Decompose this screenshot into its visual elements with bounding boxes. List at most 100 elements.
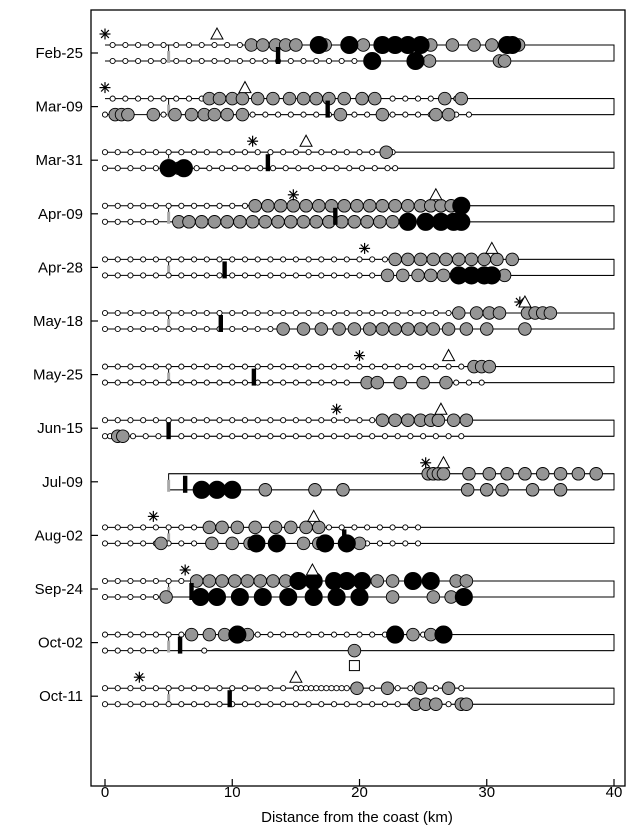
upper-white-point	[254, 631, 261, 638]
gray-marker	[167, 319, 171, 331]
upper-white-point	[127, 309, 134, 317]
upper-white-point	[165, 256, 172, 263]
lower-gray-point	[495, 483, 509, 497]
upper-gray-point	[228, 574, 242, 588]
upper-white-point	[152, 685, 159, 692]
upper-white-point	[178, 524, 185, 531]
lower-white-point	[219, 165, 226, 172]
black-marker	[333, 207, 338, 225]
lower-white-point	[216, 433, 223, 440]
upper-gray-point	[401, 413, 415, 427]
lower-white-point	[300, 57, 307, 65]
lower-gray-point	[159, 590, 173, 604]
lower-black-point	[327, 587, 346, 607]
upper-white-point	[160, 41, 167, 49]
lower-gray-point	[480, 483, 494, 497]
lower-black-point	[416, 212, 435, 231]
lower-gray-point	[308, 483, 322, 497]
lower-gray-point	[182, 215, 196, 229]
lower-white-point	[114, 593, 121, 601]
gray-marker	[167, 265, 171, 278]
gray-marker	[167, 694, 171, 707]
upper-white-point	[318, 256, 325, 263]
lower-white-point	[140, 379, 147, 386]
lower-white-point	[478, 379, 485, 386]
lower-white-point	[211, 57, 218, 65]
lower-white-point	[445, 701, 452, 708]
upper-white-point	[394, 685, 401, 692]
black-marker	[251, 368, 257, 386]
lower-gray-point	[393, 375, 407, 390]
upper-white-point	[241, 417, 249, 424]
lower-white-point	[101, 433, 109, 440]
lower-black-point	[363, 51, 382, 71]
triangle-marker	[305, 562, 320, 576]
x-tick-label: 30	[478, 784, 495, 801]
lower-white-point	[241, 701, 249, 708]
lower-white-point	[343, 433, 350, 440]
lower-white-point	[127, 593, 134, 601]
upper-white-point	[229, 417, 236, 424]
upper-black-point	[352, 571, 372, 591]
upper-white-point	[140, 149, 147, 156]
lower-white-point	[241, 325, 249, 333]
lower-white-point	[224, 57, 231, 65]
lower-white-point	[127, 647, 134, 654]
upper-white-point	[241, 202, 249, 209]
star-marker	[359, 242, 371, 254]
lower-gray-point	[360, 215, 374, 229]
upper-white-point	[356, 363, 363, 370]
lower-white-point	[178, 701, 185, 708]
star-marker	[354, 350, 365, 362]
upper-gray-point	[406, 627, 420, 642]
upper-black-point	[289, 571, 308, 591]
upper-white-point	[318, 685, 325, 692]
lower-white-point	[358, 165, 366, 172]
lower-white-point	[152, 325, 159, 333]
lower-white-point	[140, 540, 147, 547]
lower-white-point	[178, 325, 185, 333]
lower-black-point	[316, 534, 335, 553]
upper-white-point	[178, 685, 185, 692]
lower-gray-point	[258, 483, 273, 497]
upper-white-point	[338, 685, 345, 692]
lower-white-point	[241, 379, 249, 386]
upper-white-point	[114, 685, 121, 692]
lower-white-point	[325, 57, 333, 65]
triangle-marker	[429, 187, 443, 201]
upper-white-point	[114, 363, 121, 370]
upper-gray-point	[312, 199, 326, 213]
lower-gray-point	[168, 107, 182, 122]
black-marker	[227, 690, 232, 708]
lower-white-point	[305, 272, 312, 279]
upper-white-point	[191, 417, 198, 424]
upper-white-point	[292, 256, 299, 263]
upper-gray-point	[380, 681, 395, 695]
upper-white-point	[216, 256, 223, 263]
black-marker	[342, 529, 347, 547]
upper-white-point	[369, 363, 376, 370]
upper-white-point	[127, 202, 134, 209]
upper-gray-point	[312, 520, 326, 535]
upper-white-point	[292, 685, 299, 692]
upper-white-point	[292, 363, 299, 370]
upper-white-point	[198, 41, 205, 49]
lower-white-point	[165, 272, 172, 279]
upper-gray-point	[490, 252, 504, 267]
upper-white-point	[216, 417, 223, 424]
upper-white-point	[178, 309, 185, 317]
lower-white-point	[318, 379, 325, 386]
upper-white-point	[305, 256, 312, 263]
lower-white-point	[142, 433, 149, 440]
upper-gray-point	[464, 252, 479, 267]
upper-white-point	[229, 363, 236, 370]
upper-white-point	[152, 631, 159, 638]
upper-black-point	[337, 571, 356, 591]
upper-black-point	[309, 35, 328, 55]
lower-white-point	[392, 165, 399, 172]
lower-white-point	[453, 379, 460, 386]
upper-white-point	[458, 685, 465, 692]
upper-white-point	[127, 149, 134, 156]
triangle-marker	[484, 241, 499, 254]
lower-white-point	[241, 433, 249, 440]
